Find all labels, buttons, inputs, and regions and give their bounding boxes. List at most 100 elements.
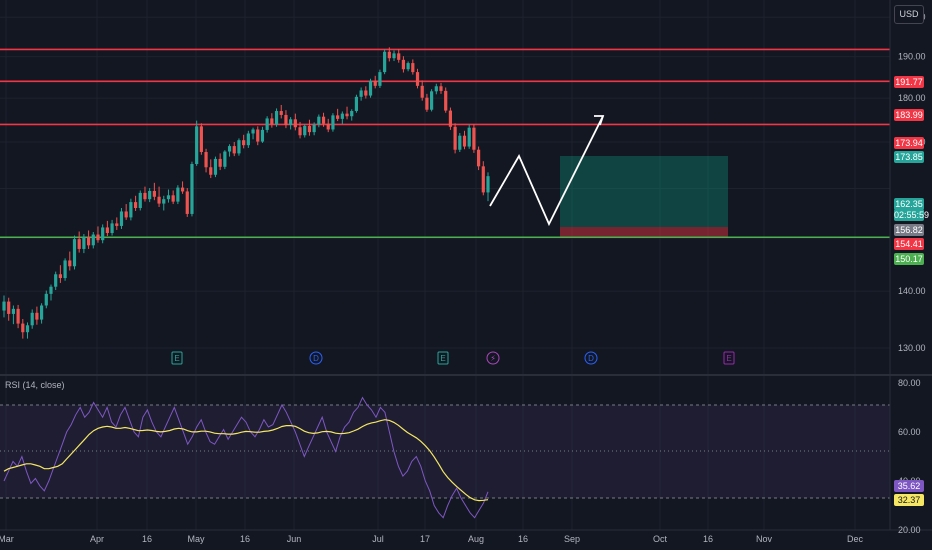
candle: [30, 312, 34, 326]
candle: [251, 129, 255, 134]
candle: [157, 196, 161, 204]
projection-arrowhead: [594, 115, 605, 126]
candle: [86, 237, 91, 246]
candle: [68, 260, 72, 267]
candles: [2, 47, 490, 339]
candle: [77, 239, 81, 249]
event-marker[interactable]: ⚡: [486, 351, 500, 365]
long-position-tool[interactable]: [560, 156, 728, 237]
candle: [279, 111, 283, 115]
event-marker[interactable]: E: [723, 351, 735, 365]
candle: [21, 323, 25, 333]
candle: [218, 158, 222, 167]
candle: [359, 90, 363, 97]
candle: [378, 72, 382, 86]
event-marker-box: [723, 351, 735, 365]
candle: [185, 191, 189, 214]
time-tick: 16: [703, 534, 713, 544]
candle: [237, 140, 241, 154]
candle: [293, 119, 297, 128]
price-label: 154.41: [894, 238, 924, 250]
price-label: 173.94: [894, 137, 924, 149]
time-tick: Nov: [756, 534, 773, 544]
candle: [477, 149, 481, 167]
candle: [350, 111, 354, 117]
candle: [321, 116, 326, 124]
event-markers[interactable]: E D E ⚡ D E: [171, 351, 735, 365]
candle: [138, 192, 142, 208]
candle: [256, 129, 260, 142]
event-marker-circle: [584, 351, 598, 365]
candle: [105, 227, 109, 234]
candle: [58, 274, 62, 279]
candle: [472, 127, 476, 150]
rsi-label: 32.37: [894, 494, 924, 506]
candle: [176, 187, 180, 202]
rsi-tick: 20.00: [898, 525, 921, 535]
candle: [25, 325, 30, 333]
candle: [406, 63, 410, 70]
candle: [7, 301, 11, 314]
rsi-ma-line: [3, 419, 489, 502]
candle: [439, 86, 443, 91]
projection-path[interactable]: [489, 115, 604, 227]
time-axis[interactable]: Mar Apr 16 May 16 Jun Jul 17 Aug 16 Sep Oct 16 Nov Dec: [0, 534, 863, 544]
candle: [260, 129, 265, 142]
price-label: 02:55:59: [894, 209, 930, 221]
event-marker[interactable]: D: [584, 351, 598, 365]
time-tick: Sep: [564, 534, 580, 544]
event-marker-box: [171, 351, 183, 365]
candle: [265, 118, 269, 130]
price-tick: 140.00: [898, 286, 926, 296]
rsi-label: 35.62: [894, 480, 924, 492]
candle: [364, 90, 368, 96]
candle: [171, 195, 175, 202]
candle: [49, 286, 53, 294]
candle: [232, 146, 236, 154]
candle: [35, 312, 39, 320]
candle: [425, 97, 429, 110]
time-tick: Jul: [372, 534, 384, 544]
price-label: 156.82: [894, 224, 924, 236]
event-marker[interactable]: E: [171, 351, 183, 365]
candle: [270, 118, 274, 125]
price-label: 183.99: [894, 109, 924, 121]
candle: [148, 190, 152, 200]
candle: [213, 158, 218, 175]
candle: [331, 115, 335, 130]
candle: [411, 63, 415, 73]
candle: [195, 126, 199, 164]
event-marker-label: D: [588, 354, 594, 363]
event-marker[interactable]: E: [437, 351, 449, 365]
rsi-tick: 80.00: [898, 378, 921, 388]
candle: [486, 176, 490, 193]
candle: [303, 125, 307, 136]
candle: [387, 51, 391, 59]
price-label: 150.17: [894, 253, 924, 265]
candle: [392, 53, 396, 59]
candle: [209, 167, 213, 175]
candle: [11, 308, 15, 314]
candle: [420, 85, 424, 98]
time-tick: Mar: [0, 534, 14, 544]
time-tick: 16: [518, 534, 528, 544]
grid: [0, 0, 890, 530]
candle: [44, 293, 48, 306]
candle: [129, 202, 133, 218]
candle: [401, 59, 406, 70]
currency-button[interactable]: USD: [894, 5, 924, 24]
candle: [82, 237, 86, 249]
event-marker-label: ⚡: [490, 354, 496, 363]
candle: [227, 146, 232, 152]
event-marker[interactable]: D: [309, 351, 323, 365]
event-marker-box: [437, 351, 449, 365]
candle: [317, 116, 321, 125]
time-tick: May: [187, 534, 205, 544]
horizontal-levels: [0, 48, 890, 239]
time-tick: 16: [142, 534, 152, 544]
candle: [63, 260, 67, 279]
candle: [190, 163, 194, 214]
